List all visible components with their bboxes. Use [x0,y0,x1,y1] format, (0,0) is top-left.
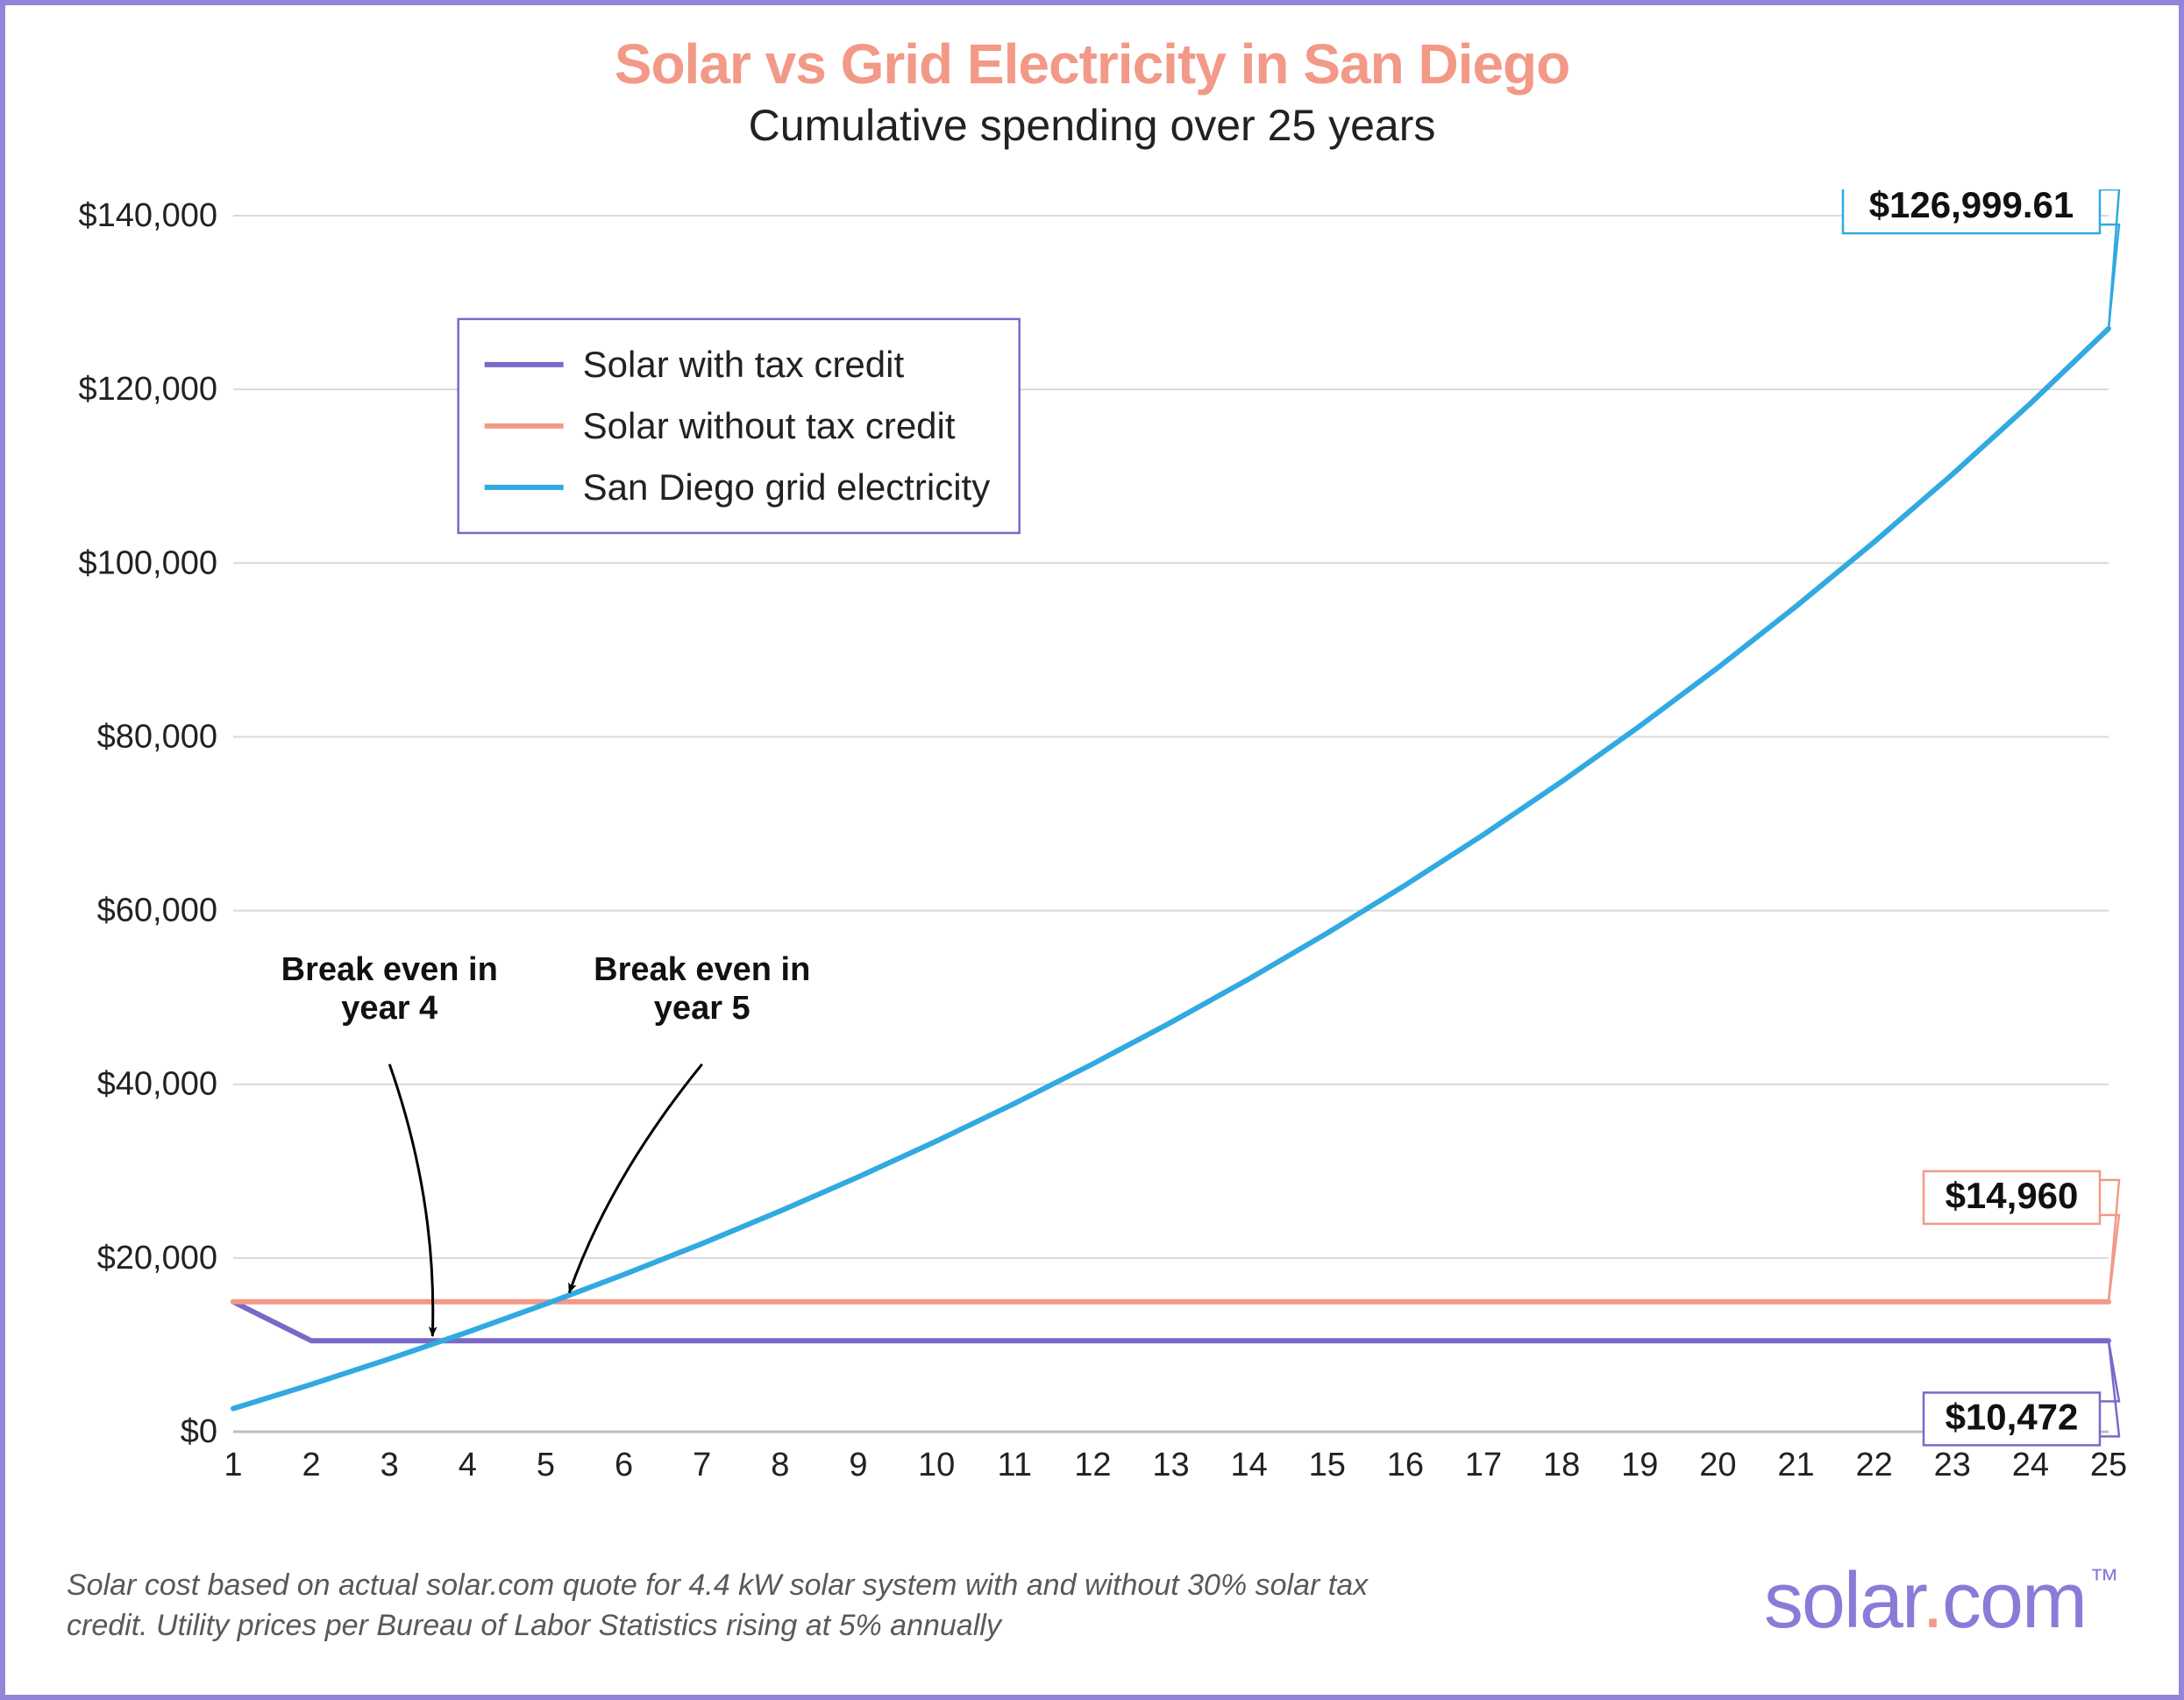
y-tick-label: $140,000 [79,197,218,234]
title-block: Solar vs Grid Electricity in San Diego C… [5,5,2179,151]
x-tick-label: 1 [224,1447,242,1483]
y-tick-label: $60,000 [97,893,217,929]
x-tick-label: 15 [1309,1447,1346,1483]
annotation-arrow [389,1064,433,1336]
annotation-text: Break even in [281,951,498,988]
chart-container: Solar vs Grid Electricity in San Diego C… [0,0,2184,1700]
footnote-text: Solar cost based on actual solar.com quo… [67,1566,1426,1647]
y-tick-label: $40,000 [97,1066,217,1103]
x-tick-label: 16 [1387,1447,1424,1483]
y-tick-label: $100,000 [79,544,218,581]
x-tick-label: 13 [1152,1447,1189,1483]
legend-label: San Diego grid electricity [583,466,991,508]
x-tick-label: 2 [302,1447,321,1483]
legend-label: Solar without tax credit [583,405,956,446]
x-tick-label: 21 [1777,1447,1814,1483]
x-tick-label: 19 [1621,1447,1658,1483]
x-tick-label: 24 [2012,1447,2049,1483]
annotation-text: year 5 [654,990,751,1027]
x-tick-label: 22 [1855,1447,1892,1483]
x-tick-label: 18 [1543,1447,1580,1483]
logo-part2: com [1942,1557,2086,1645]
annotation-text: Break even in [594,951,810,988]
logo-tm: ™ [2089,1563,2117,1597]
y-tick-label: $120,000 [79,371,218,408]
y-tick-label: $20,000 [97,1240,217,1277]
callout-value: $10,472 [1946,1396,2079,1437]
series-line-solar_tax [233,1302,2109,1341]
callout-value: $14,960 [1946,1175,2079,1216]
x-tick-label: 11 [998,1447,1032,1483]
x-tick-label: 23 [1934,1447,1971,1483]
x-tick-label: 4 [459,1447,477,1483]
y-tick-label: $0 [181,1413,217,1450]
legend-label: Solar with tax credit [583,344,905,385]
x-tick-label: 14 [1230,1447,1267,1483]
x-tick-label: 8 [771,1447,789,1483]
chart-title: Solar vs Grid Electricity in San Diego [5,32,2179,96]
x-tick-label: 12 [1074,1447,1111,1483]
y-tick-label: $80,000 [97,718,217,755]
annotation-text: year 4 [341,990,438,1027]
chart-svg: $0 $20,000 $40,000 $60,000 $80,000 $100,000 $1… [58,189,2126,1493]
x-tick-label: 3 [381,1447,399,1483]
plot-area: $0 $20,000 $40,000 $60,000 $80,000 $100,000 $1… [58,189,2126,1493]
x-tick-label: 6 [615,1447,633,1483]
logo-dot: . [1922,1557,1942,1645]
logo-part1: solar [1764,1557,1922,1645]
x-tick-label: 5 [537,1447,555,1483]
brand-logo: solar.com™ [1764,1556,2117,1647]
x-tick-label: 25 [2090,1447,2126,1483]
x-tick-label: 9 [849,1447,867,1483]
x-tick-label: 17 [1465,1447,1502,1483]
x-tick-label: 20 [1699,1447,1736,1483]
callout-value: $126,999.61 [1869,189,2074,225]
x-tick-label: 7 [693,1447,711,1483]
chart-subtitle: Cumulative spending over 25 years [5,100,2179,151]
x-tick-label: 10 [918,1447,955,1483]
